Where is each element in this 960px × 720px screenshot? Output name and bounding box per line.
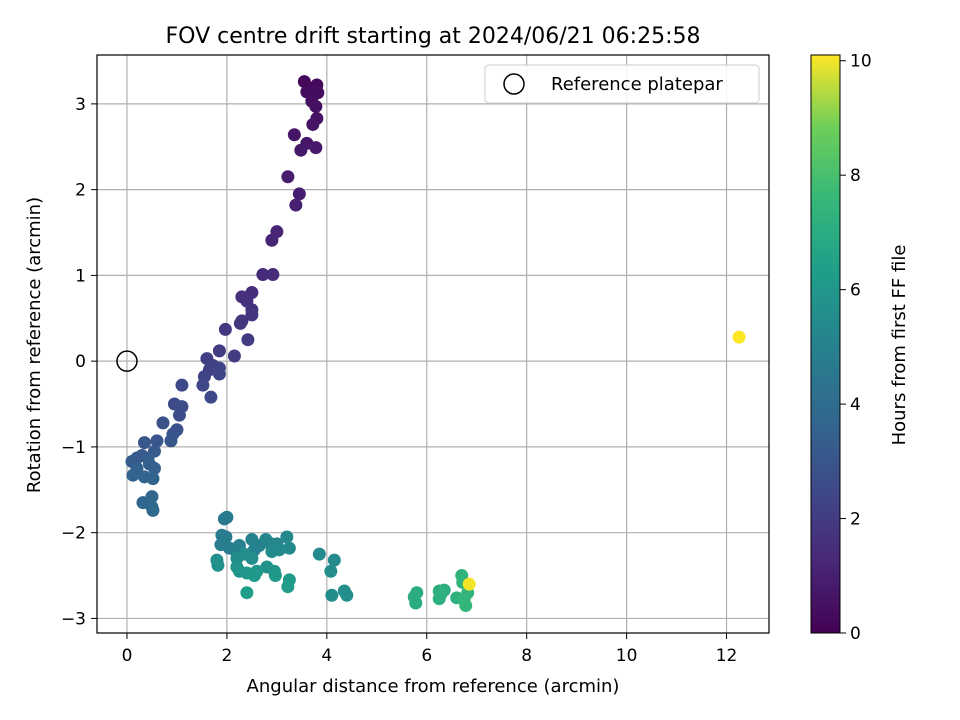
data-point bbox=[196, 378, 210, 392]
x-tick-label: 12 bbox=[716, 646, 738, 666]
grid-lines bbox=[97, 55, 769, 633]
data-point bbox=[282, 541, 296, 555]
data-point bbox=[266, 268, 280, 282]
colorbar-ticks: 0 2 4 6 8 10 bbox=[840, 52, 872, 644]
x-axis-label: Angular distance from reference (arcmin) bbox=[247, 676, 620, 697]
data-point bbox=[289, 198, 303, 212]
data-point bbox=[462, 577, 476, 591]
data-point bbox=[287, 128, 301, 142]
data-point bbox=[265, 545, 279, 559]
data-point bbox=[175, 378, 189, 392]
x-tick-label: 2 bbox=[221, 646, 232, 666]
data-point bbox=[340, 588, 354, 602]
data-point bbox=[294, 143, 308, 157]
colorbar-tick-label: 4 bbox=[850, 395, 861, 415]
colorbar-tick-label: 2 bbox=[850, 510, 861, 530]
x-tick-label: 6 bbox=[421, 646, 432, 666]
data-point bbox=[227, 349, 241, 363]
reference-platepar-marker bbox=[116, 350, 138, 372]
scatter-points bbox=[125, 75, 746, 613]
data-point bbox=[292, 187, 306, 201]
chart-title: FOV centre drift starting at 2024/06/21 … bbox=[166, 24, 701, 49]
data-point bbox=[126, 468, 140, 482]
plot-frame bbox=[96, 54, 770, 634]
data-point bbox=[212, 367, 226, 381]
y-axis-ticks: −3 −2 −1 0 1 2 3 bbox=[61, 95, 97, 629]
data-point bbox=[309, 141, 323, 155]
data-point bbox=[241, 333, 255, 347]
x-tick-label: 0 bbox=[122, 646, 133, 666]
data-point bbox=[245, 308, 259, 322]
colorbar-gradient bbox=[810, 54, 841, 634]
data-point bbox=[164, 434, 178, 448]
data-point bbox=[732, 330, 746, 344]
data-point bbox=[172, 408, 186, 422]
data-point bbox=[212, 344, 226, 358]
data-point bbox=[256, 268, 270, 282]
data-point bbox=[432, 592, 446, 606]
y-tick-label: 1 bbox=[75, 266, 86, 286]
y-tick-label: 2 bbox=[75, 181, 86, 201]
data-point bbox=[218, 322, 232, 336]
data-point bbox=[324, 564, 338, 578]
data-point bbox=[309, 99, 323, 113]
data-point bbox=[306, 117, 320, 131]
colorbar-tick-label: 8 bbox=[850, 166, 861, 186]
data-point bbox=[312, 547, 326, 561]
legend: Reference platepar bbox=[484, 64, 760, 104]
x-tick-label: 10 bbox=[616, 646, 638, 666]
data-point bbox=[156, 416, 170, 430]
colorbar-label: Hours from first FF file bbox=[889, 245, 910, 446]
data-point bbox=[150, 434, 164, 448]
y-tick-label: 3 bbox=[75, 95, 86, 115]
colorbar-tick-label: 0 bbox=[850, 624, 861, 644]
legend-marker bbox=[503, 73, 525, 95]
x-tick-label: 8 bbox=[521, 646, 532, 666]
x-tick-label: 4 bbox=[321, 646, 332, 666]
data-point bbox=[204, 390, 218, 404]
data-point bbox=[137, 436, 151, 450]
y-tick-label: −3 bbox=[61, 609, 86, 629]
data-point bbox=[247, 569, 261, 583]
legend-label: Reference platepar bbox=[551, 74, 723, 95]
y-tick-label: 0 bbox=[75, 352, 86, 372]
x-axis-ticks: 0 2 4 6 8 10 12 bbox=[122, 633, 738, 666]
legend-box bbox=[484, 64, 760, 104]
data-point bbox=[240, 586, 254, 600]
data-point bbox=[281, 580, 295, 594]
data-point bbox=[409, 596, 423, 610]
data-point bbox=[211, 558, 225, 572]
y-tick-label: −2 bbox=[61, 524, 86, 544]
data-point bbox=[268, 569, 282, 583]
data-point bbox=[265, 233, 279, 247]
y-tick-label: −1 bbox=[61, 438, 86, 458]
y-axis-label: Rotation from reference (arcmin) bbox=[24, 197, 45, 493]
data-point bbox=[147, 461, 161, 475]
data-point bbox=[245, 551, 259, 565]
data-point bbox=[325, 588, 339, 602]
data-point bbox=[233, 316, 247, 330]
colorbar-tick-label: 6 bbox=[850, 281, 861, 301]
colorbar-tick-label: 10 bbox=[850, 52, 872, 72]
data-point bbox=[281, 170, 295, 184]
colorbar: 0 2 4 6 8 10 Hours from first FF file bbox=[810, 52, 910, 644]
data-point bbox=[146, 503, 160, 517]
data-point bbox=[280, 530, 294, 544]
data-point bbox=[459, 599, 473, 613]
data-point bbox=[327, 553, 341, 567]
data-point bbox=[220, 510, 234, 524]
data-point bbox=[146, 472, 160, 486]
